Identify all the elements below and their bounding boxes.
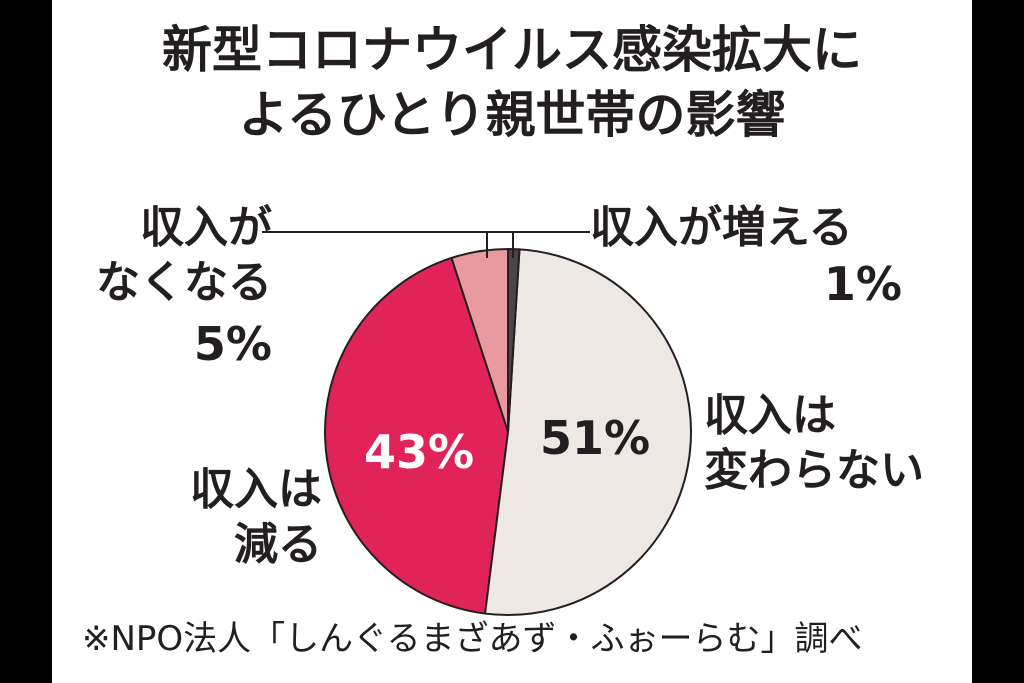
value-label: 51% [540, 411, 651, 465]
source-note: ※NPO法人「しんぐるまざあず・ふぉーらむ」調べ [82, 619, 863, 659]
leader-line [512, 231, 590, 255]
leader-line [264, 231, 488, 258]
value-label: 43% [364, 425, 475, 479]
chart-title: 新型コロナウイルス感染拡大に よるひとり親世帯の影響 [162, 21, 862, 144]
slice-label: 収入は 減る [190, 464, 322, 570]
chart [262, 231, 692, 616]
value-label: 1% [823, 257, 902, 311]
slice-label: 収入が増える [590, 202, 853, 253]
slice-label: 収入が なくなる [96, 202, 272, 308]
chart-panel: 新型コロナウイルス感染拡大に よるひとり親世帯の影響 ※NPO法人「しんぐるまざ… [52, 0, 972, 683]
value-label: 5% [193, 317, 272, 371]
pie-slice [324, 256, 510, 615]
pie-slice [483, 248, 692, 616]
slice-label: 収入は 変わらない [704, 390, 924, 496]
